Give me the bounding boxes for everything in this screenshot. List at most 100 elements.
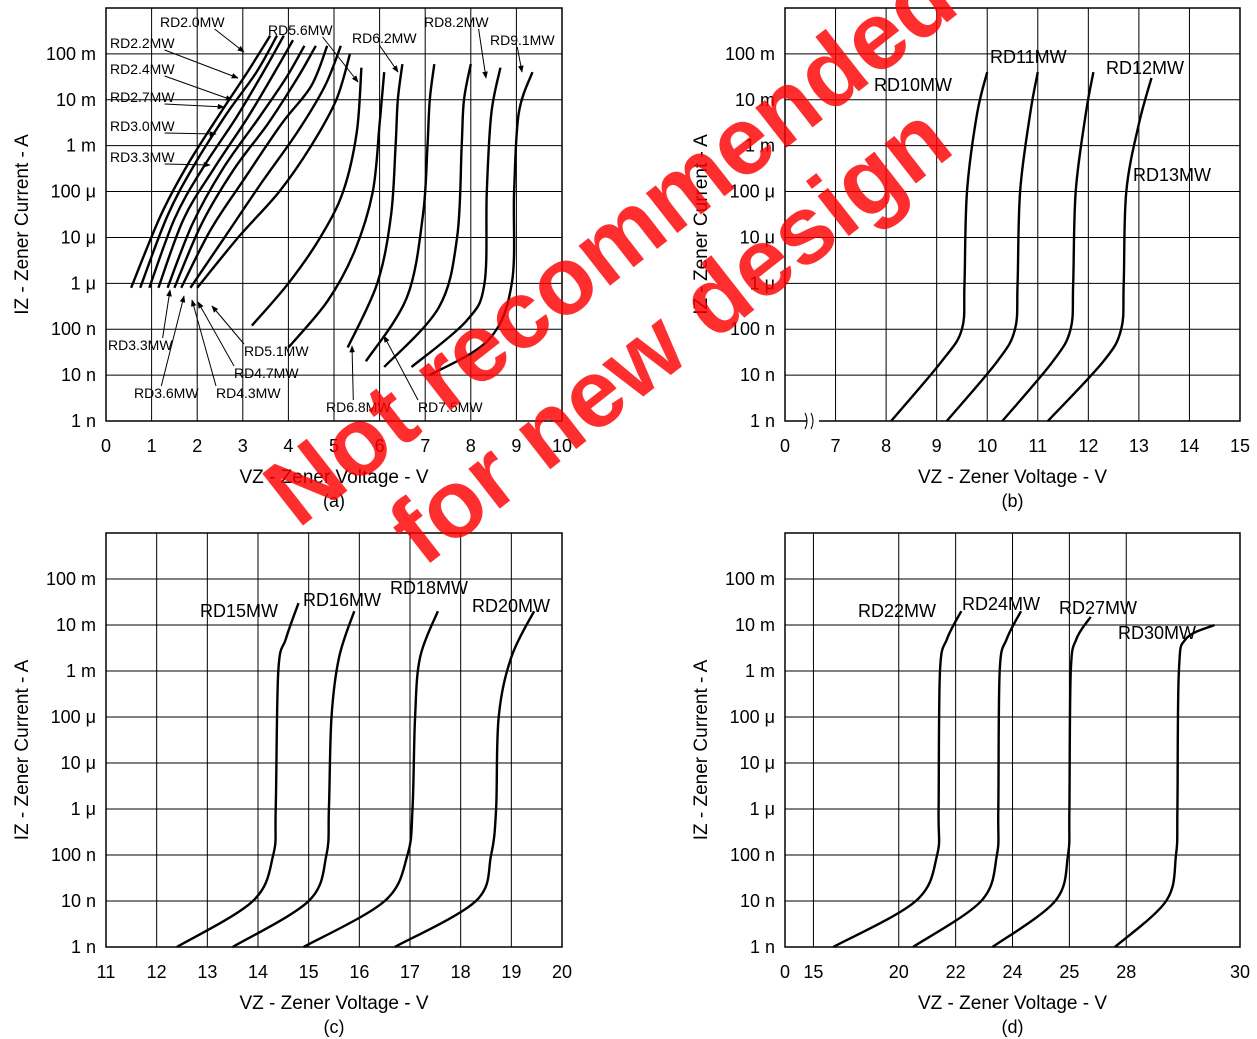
series-line-rd7-5mw (383, 63, 472, 368)
series-line-rd22mw (832, 610, 963, 949)
grid (785, 533, 1240, 947)
y-tick-label: 100 m (725, 569, 775, 589)
y-axis-label: IZ - Zener Current - A (691, 659, 712, 840)
x-tick-label: 17 (400, 962, 420, 982)
series-label: RD8.2MW (424, 14, 489, 30)
series-line-rd2-7mw (157, 39, 295, 289)
y-tick-label: 1 n (750, 411, 775, 431)
series-label: RD4.7MW (234, 365, 299, 381)
y-tick-label: 100 m (46, 44, 96, 64)
y-tick-label: 10 m (735, 90, 775, 110)
series-label: RD3.3MW (110, 149, 175, 165)
grid (106, 533, 562, 947)
y-tick-label: 10 n (740, 365, 775, 385)
y-tick-label: 10 μ (61, 227, 96, 247)
label-leader-arrow (164, 103, 225, 110)
series-labels: RD10MW RD11MW RD12MW RD13MW (874, 47, 1211, 185)
series-label: RD3.6MW (134, 385, 199, 401)
series-label: RD13MW (1133, 165, 1211, 185)
y-tick-label: 10 m (56, 615, 96, 635)
y-tick-label: 100 μ (51, 182, 96, 202)
x-tick-label: 14 (1179, 436, 1199, 456)
x-tick-label: 12 (1078, 436, 1098, 456)
plot-frame (784, 532, 1241, 948)
series-labels: RD2.0MW RD2.2MW RD2.4MW RD2.7MW RD3.0MW RD3.3… (108, 14, 555, 415)
x-tick-label: 10 (552, 436, 572, 456)
series-label: RD6.8MW (326, 399, 391, 415)
y-tick-label: 10 n (61, 891, 96, 911)
series-line-rd18mw (303, 610, 440, 949)
y-tick-label: 100 n (730, 319, 775, 339)
label-leader-arrow (164, 131, 217, 137)
label-leader-arrow (164, 49, 239, 79)
series-label: RD6.2MW (352, 30, 417, 46)
series-label: RD18MW (390, 578, 468, 598)
x-tick-label: 18 (451, 962, 471, 982)
series-curves (176, 602, 536, 949)
y-tick-label: 1 μ (71, 799, 96, 819)
series-label: RD11MW (990, 47, 1067, 67)
series-line-rd24mw (912, 610, 1023, 948)
x-tick-label: 24 (1002, 962, 1022, 982)
plot-frame (105, 7, 563, 422)
y-tick-label: 1 m (745, 136, 775, 156)
series-curves (890, 71, 1153, 422)
series-label: RD24MW (962, 594, 1040, 614)
x-tick-label: 5 (329, 436, 339, 456)
series-label: RD15MW (200, 601, 278, 621)
series-label: RD5.6MW (268, 22, 333, 38)
x-tick-label: 4 (283, 436, 293, 456)
label-leader-arrow (516, 46, 524, 73)
y-tick-label: 1 n (71, 411, 96, 431)
series-label: RD3.3MW (108, 337, 173, 353)
series-line-rd11mw (945, 71, 1039, 422)
plot-frame (784, 7, 1241, 422)
x-tick-label: 15 (803, 962, 823, 982)
series-line-rd5-1mw (250, 67, 363, 327)
series-line-rd27mw (991, 616, 1092, 948)
panel-caption: (a) (323, 491, 345, 511)
label-leader-arrow (378, 44, 399, 73)
label-leader-arrow (478, 28, 488, 79)
series-line-rd5-6mw (287, 71, 386, 349)
x-tick-label: 7 (831, 436, 841, 456)
series-label: RD5.1MW (244, 343, 309, 359)
series-label: RD7.5MW (418, 399, 483, 415)
label-leader-arrow (214, 28, 245, 53)
series-label: RD30MW (1118, 623, 1196, 643)
y-tick-label: 1 m (66, 136, 96, 156)
y-axis-label: IZ - Zener Current - A (12, 134, 33, 315)
x-tick-label: 19 (501, 962, 521, 982)
chart-panel-b: 0 7 8 9 10 11 12 13 14 15 100 m 10 m 1 m 100 μ 10 μ 1 μ… (691, 7, 1250, 511)
x-tick-label: 20 (889, 962, 909, 982)
label-leader-arrow (162, 289, 172, 339)
label-leader-arrow (197, 301, 235, 367)
series-label: RD2.0MW (160, 14, 225, 30)
series-line-rd10mw (890, 71, 989, 422)
series-label: RD16MW (303, 590, 381, 610)
series-line-rd4-7mw (196, 53, 352, 289)
y-tick-label: 10 n (61, 365, 96, 385)
panel-caption: (d) (1002, 1017, 1024, 1037)
y-axis-label: IZ - Zener Current - A (691, 134, 712, 315)
series-line-rd6-2mw (346, 63, 404, 348)
y-tick-label: 100 μ (730, 707, 775, 727)
x-axis-label: VZ - Zener Voltage - V (239, 467, 428, 488)
series-label: RD3.0MW (110, 118, 175, 134)
series-line-rd3-0mw (166, 45, 306, 289)
series-label: RD2.2MW (110, 35, 175, 51)
y-tick-label: 10 μ (740, 753, 775, 773)
label-leader-arrow (164, 75, 233, 101)
y-tick-label: 100 n (51, 845, 96, 865)
series-line-rd13mw (1047, 77, 1153, 422)
series-line-rd20mw (394, 610, 536, 949)
series-curves (832, 610, 1215, 949)
series-line-rd12mw (1001, 71, 1095, 422)
x-tick-label: 2 (192, 436, 202, 456)
x-tick-label: 9 (511, 436, 521, 456)
label-leader-arrow (164, 162, 211, 168)
label-leader-arrow (190, 299, 217, 387)
x-tick-label: 12 (147, 962, 167, 982)
chart-panel-d: 0 15 20 22 24 25 28 30 100 m 10 m 1 m 100 μ 10 μ 1 μ 1… (691, 532, 1250, 1037)
